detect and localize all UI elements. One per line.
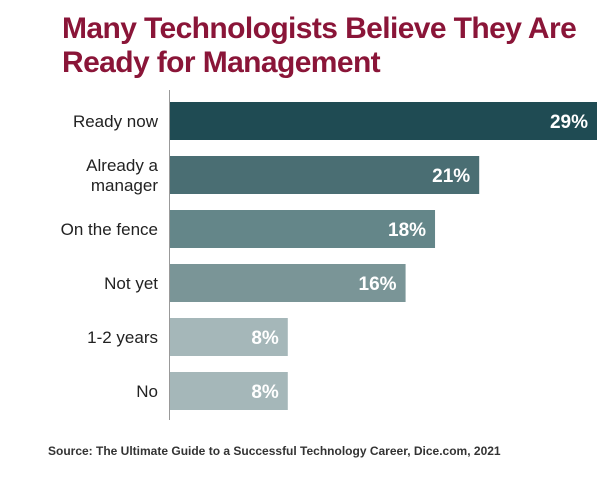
value-label-4: 8%: [251, 328, 279, 349]
category-label-1: Already a manager: [86, 156, 158, 195]
value-label-5: 8%: [251, 382, 279, 403]
bar-2: [170, 210, 436, 248]
value-label-2: 18%: [388, 220, 426, 241]
chart-title: Many Technologists Believe They Are Read…: [62, 12, 577, 79]
category-label-2: On the fence: [61, 220, 158, 239]
category-label-5: No: [136, 382, 158, 401]
value-label-1: 21%: [432, 166, 470, 187]
bar-chart: 29% Ready now 21% Already a manager 18% On the…: [61, 90, 597, 420]
bar-0: [170, 102, 597, 140]
bar-3: [170, 264, 406, 302]
bar-5: [170, 372, 288, 410]
category-label-4: 1-2 years: [87, 328, 158, 347]
bar-1: [170, 156, 480, 194]
bar-4: [170, 318, 288, 356]
source-note: Source: The Ultimate Guide to a Successf…: [48, 444, 501, 458]
category-label-3: Not yet: [104, 274, 158, 293]
value-label-3: 16%: [359, 274, 397, 295]
value-label-0: 29%: [550, 112, 588, 133]
category-label-0: Ready now: [73, 112, 159, 131]
